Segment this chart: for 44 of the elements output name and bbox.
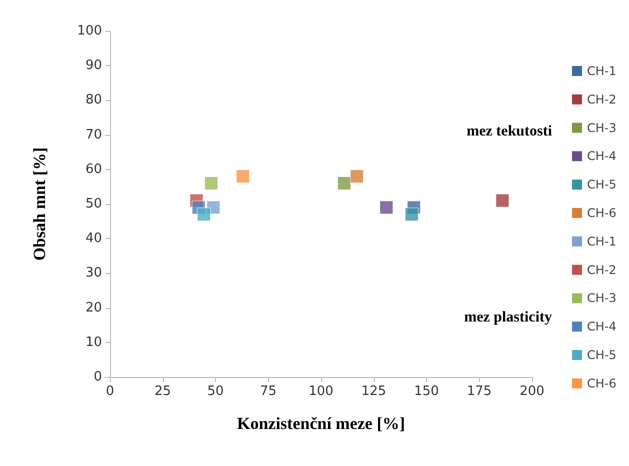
x-tick-label: 0	[106, 384, 114, 399]
point	[404, 208, 418, 222]
legend-label: CH-3	[587, 120, 616, 135]
x-tick-label: 150	[414, 384, 439, 399]
point	[197, 208, 211, 222]
annotation: mez plasticity	[464, 310, 552, 326]
legend-label: CH-4	[587, 320, 616, 334]
point	[350, 170, 364, 184]
y-tick-label: 90	[85, 58, 102, 74]
x-tick-label: 200	[520, 384, 544, 399]
y-tick-label: 80	[85, 92, 102, 108]
y-tick-label: 0	[94, 370, 102, 384]
y-tick-label: 40	[85, 231, 102, 246]
x-tick-label: 50	[207, 384, 224, 399]
legend-label: CH-2	[587, 262, 616, 277]
point	[204, 176, 218, 190]
legend-label: CH-6	[587, 206, 616, 220]
x-tick-label: 75	[260, 384, 277, 399]
legend-label: CH-6	[587, 376, 616, 390]
y-axis-title: Obsah mnt [%]	[30, 147, 49, 261]
legend-label: CH-1	[587, 64, 616, 78]
point	[236, 170, 250, 184]
x-tick-label: 125	[361, 384, 386, 399]
y-tick-label: 70	[85, 127, 102, 142]
y-tick-label: 20	[85, 300, 102, 316]
x-tick-label: 175	[466, 384, 492, 399]
point	[337, 176, 351, 190]
y-tick-label: 10	[85, 334, 102, 350]
y-tick-label: 50	[85, 196, 102, 212]
y-tick-label: 30	[85, 266, 102, 281]
y-tick-label: 60	[85, 162, 102, 177]
x-axis-title: Konzistenční meze [%]	[236, 414, 406, 433]
legend-label: CH-4	[587, 149, 616, 164]
y-tick-label: 100	[77, 24, 102, 38]
legend-label: CH-2	[587, 92, 616, 106]
legend-label: CH-1	[587, 234, 616, 248]
x-tick-label: 100	[308, 384, 334, 399]
legend-label: CH-5	[587, 348, 616, 362]
legend-label: CH-3	[587, 291, 616, 306]
point	[380, 200, 394, 214]
annotation: mez tekutosti	[466, 124, 552, 140]
legend-label: CH-5	[587, 178, 616, 192]
point	[496, 194, 510, 208]
x-tick-label: 25	[154, 384, 172, 399]
